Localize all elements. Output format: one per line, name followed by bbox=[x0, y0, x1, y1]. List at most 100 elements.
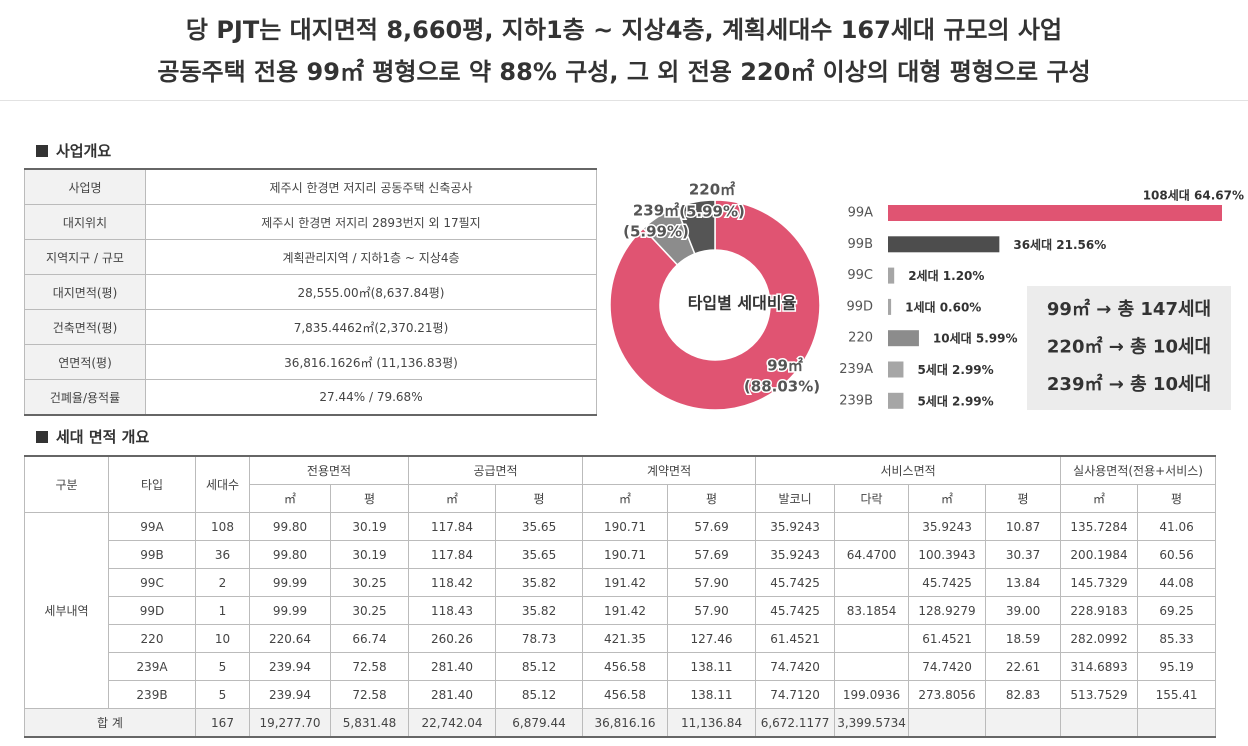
headline: 당 PJT는 대지면적 8,660평, 지하1층 ~ 지상4층, 계획세대수 1… bbox=[185, 16, 1063, 44]
overview-row: 건폐율/용적률 27.44% / 79.68% bbox=[24, 379, 597, 416]
cell: 117.84 bbox=[408, 540, 497, 569]
bar-value-label: 2세대 1.20% bbox=[908, 268, 984, 283]
cell: 5 bbox=[195, 680, 250, 709]
total-cell: 22,742.04 bbox=[408, 708, 497, 738]
cell: 118.42 bbox=[408, 568, 497, 597]
header-cell: 서비스면적 bbox=[755, 455, 1062, 485]
cell: 99D bbox=[108, 596, 196, 625]
cell: 30.19 bbox=[329, 540, 410, 569]
cell: 85.12 bbox=[495, 652, 584, 681]
overview-table: 사업명 제주시 한경면 저지리 공동주택 신축공사 대지위치 제주시 한경면 저지리 … bbox=[24, 168, 597, 416]
bar-category: 220 bbox=[848, 331, 873, 346]
cell: 45.7425 bbox=[755, 596, 836, 625]
cell: 39.00 bbox=[985, 596, 1062, 625]
slice-value: (5.99%) bbox=[679, 203, 745, 221]
cell: 45.7425 bbox=[908, 568, 987, 597]
cell: 57.69 bbox=[667, 512, 757, 541]
cell: 99.99 bbox=[249, 596, 331, 625]
cell: 281.40 bbox=[408, 680, 497, 709]
cell: 100.3943 bbox=[908, 540, 987, 569]
slice-label: 99㎡ bbox=[767, 357, 803, 375]
overview-value: 제주시 한경면 저지리 2893번지 외 17필지 bbox=[145, 204, 597, 240]
units-table: 구분 타입 세대수 전용면적 공급면적 계약면적 서비스면적 실사용면적(전용+서비스) ㎡ 평 ㎡… bbox=[24, 455, 1217, 738]
cell: 44.08 bbox=[1137, 568, 1217, 597]
cell: 72.58 bbox=[329, 652, 410, 681]
cell: 228.9183 bbox=[1060, 596, 1139, 625]
header-cell: 평 bbox=[1137, 484, 1217, 513]
bar-value-label: 108세대 64.67% bbox=[1143, 188, 1244, 203]
cell: 421.35 bbox=[582, 624, 669, 653]
overview-label: 사업명 bbox=[24, 168, 146, 205]
cell: 35.82 bbox=[495, 596, 584, 625]
cell: 155.41 bbox=[1137, 680, 1217, 709]
cell: 74.7420 bbox=[755, 652, 836, 681]
cell: 239.94 bbox=[249, 680, 331, 709]
cell bbox=[834, 512, 910, 541]
cell bbox=[1137, 708, 1217, 738]
cell bbox=[1060, 708, 1139, 738]
total-cell: 3,399.5734 bbox=[834, 708, 910, 738]
center-label: 타입별 세대비율 bbox=[688, 294, 797, 313]
unit-row: 220 10 220.64 66.74 260.26 78.73 421.35 127.46 6… bbox=[25, 624, 1217, 653]
bar-category: 239B bbox=[839, 393, 873, 408]
bullet bbox=[36, 431, 48, 443]
cell: 135.7284 bbox=[1060, 512, 1139, 541]
bar-value-label: 10세대 5.99% bbox=[933, 331, 1018, 346]
cell bbox=[908, 708, 987, 738]
cell: 138.11 bbox=[667, 652, 757, 681]
cell bbox=[834, 652, 910, 681]
summary-line: 99㎡ → 총 147세대 bbox=[1047, 298, 1211, 320]
cell bbox=[834, 624, 910, 653]
cell: 118.43 bbox=[408, 596, 497, 625]
cell: 78.73 bbox=[495, 624, 584, 653]
overview-row: 연면적(평) 36,816.1626㎡ (11,136.83평) bbox=[24, 344, 597, 380]
total-cell: 6,672.1177 bbox=[755, 708, 836, 738]
bar bbox=[888, 361, 904, 378]
cell: 99C bbox=[108, 568, 196, 597]
header-cell: 전용면적 bbox=[248, 455, 410, 485]
cell: 60.56 bbox=[1137, 540, 1217, 569]
cell bbox=[985, 708, 1062, 738]
overview-label: 건폐율/용적률 bbox=[24, 379, 146, 416]
header-cell: 평 bbox=[985, 484, 1062, 513]
cell: 95.19 bbox=[1137, 652, 1217, 681]
bar-value-label: 1세대 0.60% bbox=[905, 299, 981, 314]
slice-value: (88.03%) bbox=[744, 378, 820, 396]
donut-slice bbox=[675, 199, 716, 255]
cell: 35.9243 bbox=[755, 512, 836, 541]
total-cell: 6,879.44 bbox=[495, 708, 584, 738]
cell: 57.90 bbox=[667, 596, 757, 625]
cell: 22.61 bbox=[985, 652, 1062, 681]
cell: 30.19 bbox=[329, 512, 410, 541]
slice-label: 220㎡ bbox=[689, 181, 735, 199]
overview-label: 건축면적(평) bbox=[24, 309, 146, 345]
total-row: 합 계 167 19,277.70 5,831.48 22,742.04 6,879.44… bbox=[24, 708, 1217, 738]
cell: 138.11 bbox=[667, 680, 757, 709]
cell: 18.59 bbox=[985, 624, 1062, 653]
header-cell: 공급면적 bbox=[408, 455, 584, 485]
overview-label: 대지위치 bbox=[24, 204, 146, 240]
cell: 191.42 bbox=[582, 568, 669, 597]
section-title-text: 사업개요 bbox=[56, 142, 112, 160]
bar-value-label: 5세대 2.99% bbox=[917, 362, 993, 377]
total-cell: 19,277.70 bbox=[249, 708, 331, 738]
summary-line: 220㎡ → 총 10세대 bbox=[1047, 336, 1211, 358]
unit-row: 세부내역 99A 108 99.80 30.19 117.84 35.65 190.71 57.… bbox=[24, 512, 1217, 709]
bar bbox=[888, 330, 919, 347]
cell: 57.69 bbox=[667, 540, 757, 569]
cell: 513.7529 bbox=[1060, 680, 1139, 709]
overview-value: 제주시 한경면 저지리 공동주택 신축공사 bbox=[145, 168, 597, 205]
overview-value: 36,816.1626㎡ (11,136.83평) bbox=[145, 344, 597, 380]
header-cell: 평 bbox=[667, 484, 757, 513]
cell: 36 bbox=[195, 540, 250, 569]
cell: 66.74 bbox=[329, 624, 410, 653]
overview-row: 대지면적(평) 28,555.00㎡(8,637.84평) bbox=[24, 274, 597, 310]
overview-label: 지역지구 / 규모 bbox=[24, 239, 146, 275]
cell: 85.12 bbox=[495, 680, 584, 709]
cell: 35.9243 bbox=[755, 540, 836, 569]
bar-category: 99D bbox=[846, 299, 873, 314]
section-title: 세대 면적 개요 bbox=[36, 426, 149, 447]
overview-row: 사업명 제주시 한경면 저지리 공동주택 신축공사 bbox=[24, 168, 597, 205]
overview-row: 건축면적(평) 7,835.4462㎡(2,370.21평) bbox=[24, 309, 597, 345]
